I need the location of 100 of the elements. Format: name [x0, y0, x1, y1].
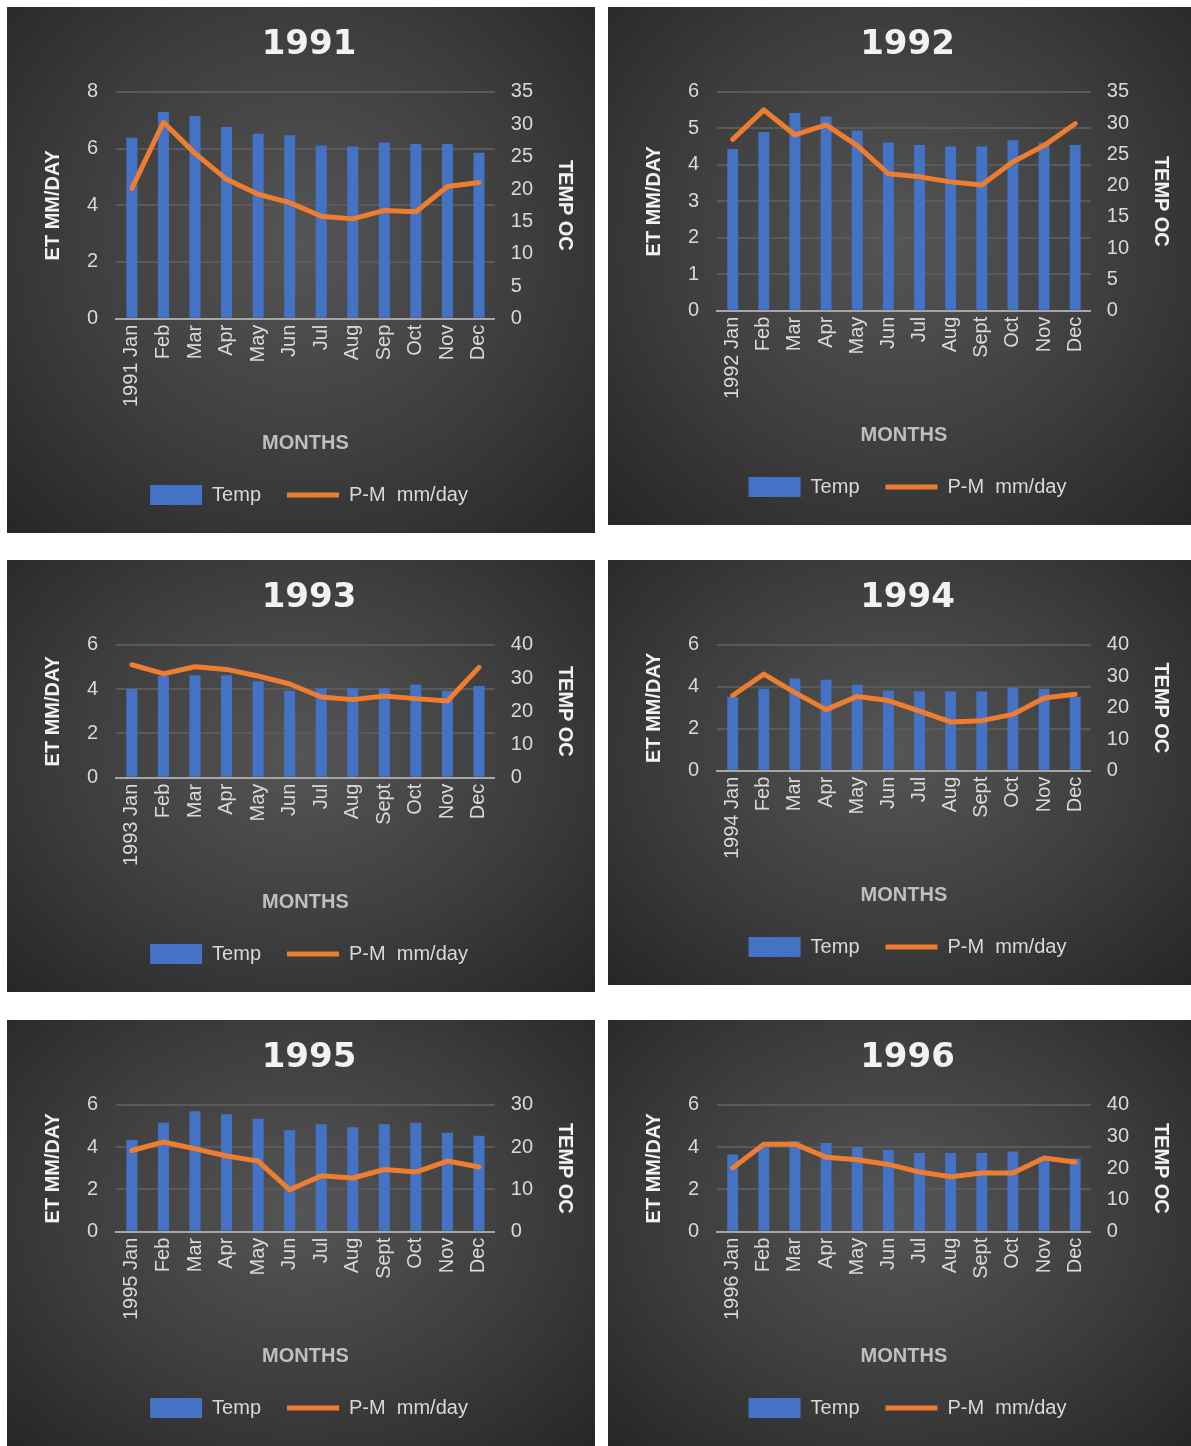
y-tick-label: 6 — [688, 79, 700, 102]
x-axis-title: MONTHS — [860, 1343, 948, 1366]
bar — [441, 690, 453, 777]
x-tick-label: Jun — [277, 783, 300, 816]
y2-tick-label: 30 — [510, 111, 533, 134]
legend-label: Temp — [810, 1395, 860, 1418]
legend-label: P-M mm/day — [349, 941, 468, 964]
x-tick-label: Jul — [907, 1237, 930, 1264]
y-tick-label: 2 — [688, 716, 700, 739]
x-tick-label: Jul — [308, 324, 331, 351]
y2-axis-title: TEMP OC — [555, 1122, 578, 1214]
y2-tick-label: 10 — [1106, 726, 1129, 749]
bar — [820, 679, 832, 770]
x-tick-label: Dec — [466, 783, 489, 820]
bar — [189, 115, 201, 318]
y2-tick-label: 15 — [1106, 204, 1129, 227]
x-axis-title: MONTHS — [860, 882, 948, 905]
x-tick-label: Feb — [751, 1237, 774, 1273]
y-tick-label: 2 — [688, 225, 700, 248]
bar — [378, 142, 390, 318]
y2-axis-title: TEMP OC — [555, 665, 578, 757]
bar — [976, 691, 988, 770]
legend-label: Temp — [212, 941, 261, 964]
bar — [410, 143, 422, 318]
bar — [221, 675, 233, 777]
x-tick-label: Apr — [813, 776, 836, 808]
y-tick-label: 1 — [688, 261, 700, 284]
y2-tick-label: 5 — [1106, 266, 1118, 289]
y2-axis-title: TEMP OC — [1151, 155, 1174, 247]
y-tick-label: 0 — [688, 758, 700, 781]
bar — [441, 1132, 453, 1231]
x-tick-label: Sep — [371, 324, 394, 361]
y2-tick-label: 25 — [510, 144, 533, 167]
x-tick-label: Jun — [277, 1237, 300, 1270]
y-tick-label: 6 — [87, 1092, 99, 1115]
x-tick-label: Jun — [875, 1237, 898, 1270]
y-axis-title: ET MM/DAY — [40, 1112, 63, 1224]
x-tick-label: Mar — [782, 776, 805, 812]
x-tick-label: May — [245, 1237, 268, 1276]
y-tick-label: 2 — [688, 1176, 700, 1199]
bar — [473, 686, 485, 777]
x-tick-label: Aug — [938, 776, 961, 813]
y-tick-label: 4 — [688, 674, 700, 697]
y-tick-label: 4 — [688, 1134, 700, 1157]
bar — [221, 1114, 233, 1231]
legend-label: Temp — [212, 482, 261, 505]
bar — [252, 681, 264, 777]
y-axis-title: ET MM/DAY — [641, 145, 664, 257]
y2-tick-label: 30 — [510, 665, 533, 688]
y2-tick-label: 15 — [510, 208, 533, 231]
bar — [727, 696, 739, 770]
x-tick-label: Aug — [938, 316, 961, 353]
y2-tick-label: 20 — [1106, 1155, 1129, 1178]
y-axis-title: ET MM/DAY — [641, 1112, 664, 1224]
bar — [1069, 1158, 1081, 1231]
y-tick-label: 0 — [688, 1219, 700, 1242]
bar — [473, 1135, 485, 1231]
y2-axis-title: TEMP OC — [555, 159, 578, 251]
y-tick-label: 0 — [87, 1219, 99, 1242]
x-tick-label: 1995 Jan — [119, 1237, 142, 1320]
y-axis-title: ET MM/DAY — [40, 149, 63, 261]
x-tick-label: 1991 Jan — [119, 324, 142, 407]
bar — [347, 688, 359, 777]
bar — [378, 688, 390, 777]
x-tick-label: Oct — [1000, 776, 1023, 808]
x-tick-label: 1992 Jan — [720, 316, 743, 399]
bar — [851, 1147, 863, 1231]
bar — [284, 690, 296, 777]
legend-label: P-M mm/day — [349, 482, 468, 505]
y-axis-title: ET MM/DAY — [40, 655, 63, 767]
x-axis-title: MONTHS — [262, 1343, 349, 1366]
x-tick-label: May — [245, 783, 268, 822]
bar — [945, 691, 957, 770]
y2-tick-label: 20 — [1106, 173, 1129, 196]
y2-tick-label: 0 — [1106, 298, 1118, 321]
x-tick-label: Dec — [1062, 776, 1085, 813]
x-tick-label: 1993 Jan — [119, 783, 142, 866]
y2-tick-label: 10 — [510, 1176, 533, 1199]
y-tick-label: 3 — [688, 188, 700, 211]
y-tick-label: 4 — [87, 676, 99, 699]
bar — [473, 152, 485, 318]
x-tick-label: Aug — [340, 783, 363, 820]
x-tick-label: Oct — [403, 1237, 426, 1269]
x-tick-label: Mar — [782, 1237, 805, 1273]
y2-tick-label: 0 — [510, 1219, 522, 1242]
bar — [315, 1124, 327, 1231]
bar — [189, 675, 201, 777]
x-tick-label: Jul — [308, 1237, 331, 1264]
x-tick-label: Nov — [1031, 1237, 1054, 1274]
bar — [914, 1153, 925, 1231]
x-tick-label: Mar — [182, 783, 205, 819]
y2-tick-label: 0 — [510, 306, 522, 329]
chart-title: 1993 — [261, 575, 357, 616]
x-axis-title: MONTHS — [860, 422, 948, 445]
y2-axis-title: TEMP OC — [1151, 662, 1174, 754]
bar — [758, 1147, 770, 1231]
y2-tick-label: 20 — [510, 176, 533, 199]
y2-tick-label: 20 — [510, 698, 533, 721]
bar — [410, 684, 422, 777]
x-tick-label: May — [844, 316, 867, 355]
